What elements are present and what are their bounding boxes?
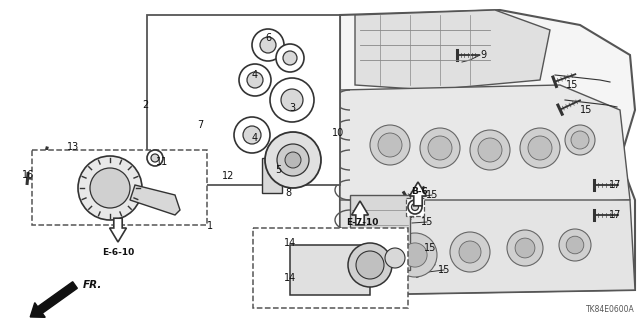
- Circle shape: [393, 233, 437, 277]
- Text: 3: 3: [289, 103, 295, 113]
- Text: 17: 17: [609, 210, 621, 220]
- Circle shape: [285, 152, 301, 168]
- Text: 13: 13: [67, 142, 79, 152]
- Circle shape: [270, 78, 314, 122]
- Text: E-7-10: E-7-10: [346, 218, 378, 227]
- Text: 6: 6: [265, 33, 271, 43]
- Bar: [147, 15, 340, 185]
- Circle shape: [151, 154, 159, 162]
- FancyArrow shape: [30, 282, 77, 317]
- Circle shape: [348, 243, 392, 287]
- Circle shape: [78, 156, 142, 220]
- Circle shape: [385, 248, 405, 268]
- Text: TK84E0600A: TK84E0600A: [586, 305, 635, 314]
- Polygon shape: [109, 218, 127, 242]
- Circle shape: [450, 232, 490, 272]
- Circle shape: [277, 144, 309, 176]
- Circle shape: [260, 37, 276, 53]
- Text: 2: 2: [142, 100, 148, 110]
- Polygon shape: [351, 201, 369, 225]
- Circle shape: [565, 125, 595, 155]
- Circle shape: [566, 236, 584, 254]
- Bar: [406, 198, 424, 216]
- Text: 14: 14: [284, 273, 296, 283]
- Circle shape: [420, 128, 460, 168]
- Bar: [32, 150, 207, 225]
- Text: 9: 9: [480, 50, 486, 60]
- Bar: [290, 245, 370, 295]
- Text: 4: 4: [252, 70, 258, 80]
- Bar: [262, 158, 282, 193]
- Bar: [253, 228, 408, 308]
- Circle shape: [356, 251, 384, 279]
- Circle shape: [345, 230, 385, 270]
- Text: 8: 8: [285, 188, 291, 198]
- Polygon shape: [410, 182, 426, 206]
- Polygon shape: [130, 185, 180, 215]
- Circle shape: [520, 128, 560, 168]
- Text: 15: 15: [421, 217, 433, 227]
- Circle shape: [234, 117, 270, 153]
- Circle shape: [507, 230, 543, 266]
- Circle shape: [252, 29, 284, 61]
- Text: 4: 4: [252, 133, 258, 143]
- Text: 10: 10: [332, 128, 344, 138]
- Circle shape: [428, 136, 452, 160]
- Text: 17: 17: [609, 180, 621, 190]
- Text: 15: 15: [424, 243, 436, 253]
- Circle shape: [459, 241, 481, 263]
- Text: 15: 15: [580, 105, 592, 115]
- Polygon shape: [350, 195, 410, 270]
- Text: 14: 14: [284, 238, 296, 248]
- Polygon shape: [355, 10, 550, 90]
- Circle shape: [247, 72, 263, 88]
- Polygon shape: [340, 10, 635, 295]
- Circle shape: [239, 64, 271, 96]
- Text: 15: 15: [426, 190, 438, 200]
- Text: 15: 15: [566, 80, 578, 90]
- Text: 12: 12: [222, 171, 234, 181]
- Circle shape: [243, 126, 261, 144]
- Circle shape: [370, 125, 410, 165]
- Circle shape: [283, 51, 297, 65]
- Polygon shape: [340, 200, 635, 295]
- Circle shape: [470, 130, 510, 170]
- Circle shape: [265, 132, 321, 188]
- Circle shape: [403, 243, 427, 267]
- Circle shape: [408, 200, 422, 214]
- Circle shape: [559, 229, 591, 261]
- Circle shape: [276, 44, 304, 72]
- Text: B-6: B-6: [412, 187, 428, 196]
- Circle shape: [571, 131, 589, 149]
- Circle shape: [378, 133, 402, 157]
- Circle shape: [528, 136, 552, 160]
- Circle shape: [478, 138, 502, 162]
- Text: 11: 11: [156, 157, 168, 167]
- Text: E-6-10: E-6-10: [102, 248, 134, 257]
- Circle shape: [354, 239, 376, 261]
- Polygon shape: [340, 85, 630, 210]
- Circle shape: [147, 150, 163, 166]
- Text: FR.: FR.: [83, 280, 102, 290]
- Circle shape: [90, 168, 130, 208]
- Text: 16: 16: [22, 170, 34, 180]
- Text: 7: 7: [197, 120, 203, 130]
- Circle shape: [515, 238, 535, 258]
- Circle shape: [281, 89, 303, 111]
- Circle shape: [412, 204, 419, 211]
- Text: 5: 5: [275, 165, 281, 175]
- Text: 15: 15: [438, 265, 450, 275]
- Text: 1: 1: [207, 221, 213, 231]
